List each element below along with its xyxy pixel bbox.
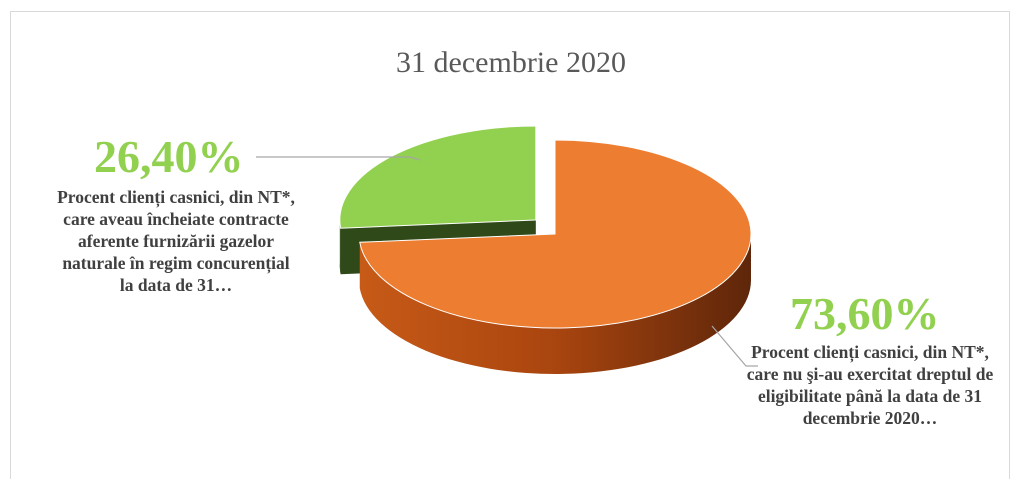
slice-green-description: Procent clienți casnici, din NT*, care a… [57, 187, 295, 295]
chart-frame [10, 11, 1010, 479]
slice-orange-description: Procent clienți casnici, din NT*, care n… [746, 342, 994, 428]
slice-green [339, 125, 537, 229]
chart-title: 31 decembrie 2020 [396, 46, 626, 79]
leader-line-orange [711, 325, 758, 367]
leader-line-green [256, 156, 421, 161]
slice-orange-side [359, 234, 751, 374]
slice-green-value-label: 26,40% [94, 131, 244, 182]
slice-orange-value-label: 73,60% [790, 288, 940, 339]
slice-orange [359, 139, 752, 329]
